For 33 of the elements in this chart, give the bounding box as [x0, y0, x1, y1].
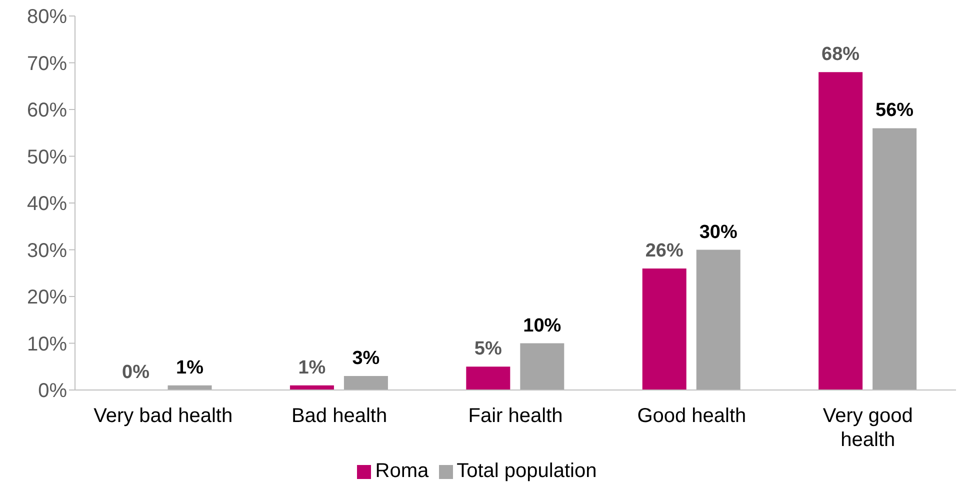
- x-tick-label: Bad health: [291, 405, 388, 427]
- bar: [642, 268, 686, 390]
- bar: [466, 366, 510, 390]
- y-tick-label: 50%: [26, 146, 68, 168]
- y-tick-label: 10%: [26, 333, 68, 356]
- data-label: 0%: [122, 362, 150, 383]
- x-tick-label: Fair health: [468, 405, 563, 427]
- bar: [520, 343, 564, 390]
- y-tick-label: 70%: [26, 52, 68, 75]
- data-label: 3%: [352, 348, 380, 369]
- legend-label: Total population: [456, 460, 597, 482]
- x-tick-label: Very good health: [822, 405, 913, 451]
- y-tick-label: 0%: [38, 380, 68, 402]
- data-label: 1%: [298, 357, 326, 378]
- y-tick-label: 20%: [26, 286, 68, 309]
- x-tick-label: Good health: [637, 405, 746, 427]
- data-label: 1%: [176, 357, 204, 378]
- y-tick-label: 80%: [26, 6, 68, 28]
- bar: [344, 376, 388, 390]
- bar: [872, 128, 917, 390]
- y-tick-label: 60%: [26, 100, 68, 122]
- bar: [818, 72, 863, 390]
- data-label: 5%: [474, 338, 502, 360]
- y-tick-label: 30%: [26, 240, 68, 262]
- legend-label: Roma: [375, 460, 429, 482]
- data-label: 30%: [699, 222, 738, 243]
- x-tick-label: Very bad health: [94, 405, 233, 427]
- data-label: 26%: [645, 240, 684, 262]
- bar: [696, 250, 740, 390]
- data-label: 68%: [822, 44, 860, 66]
- data-label: 10%: [523, 315, 562, 336]
- y-tick-label: 40%: [26, 193, 68, 216]
- data-label: 56%: [876, 100, 914, 122]
